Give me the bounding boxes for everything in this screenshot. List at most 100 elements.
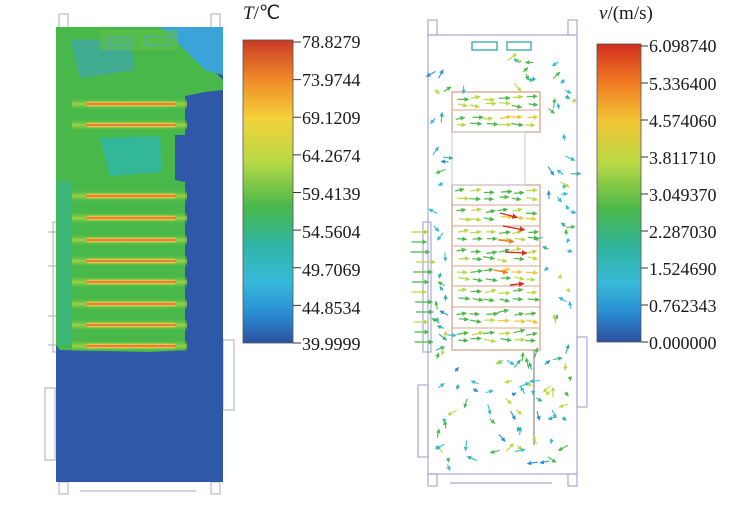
velocity-arrow [457,236,468,242]
velocity-arrow [570,209,577,215]
velocity-arrow [565,287,571,293]
fan-vents-velocity [471,41,532,51]
velocity-arrow [470,229,482,235]
velocity-arrow [507,53,517,61]
velocity-arrow [443,252,448,262]
velocity-arrow [432,146,439,156]
velocity-arrow [535,397,543,402]
velocity-arrow [504,379,513,384]
temperature-legend: T/℃ 78.8279 73.9744 69.1209 64.2674 59.4… [242,3,361,354]
velocity-arrow [547,166,555,176]
velocity-arrow [512,94,524,100]
velocity-arrow [511,104,523,109]
temperature-title-unit: /℃ [254,3,281,24]
velocity-arrow [520,386,526,395]
velocity-arrow [556,196,563,203]
temperature-tick-label: 78.8279 [302,32,361,52]
velocity-arrow [526,382,535,388]
velocity-arrow [483,216,495,222]
velocity-arrow [498,95,511,101]
temperature-tick-label: 73.9744 [302,70,361,90]
velocity-arrow [567,376,573,382]
velocity-arrow [567,248,573,254]
heater-fin [86,279,176,285]
velocity-arrow [526,460,538,466]
velocity-arrow [498,237,511,243]
velocity-arrow [524,73,530,81]
temperature-tick-label: 54.5604 [302,222,361,242]
temperature-tick-label: 59.4139 [302,184,361,204]
velocity-arrow [493,269,509,275]
velocity-arrow [486,311,499,317]
velocity-arrow [458,338,469,343]
velocity-arrow [525,187,538,193]
velocity-arrow [518,382,530,388]
velocity-arrow [438,69,444,79]
velocity-arrow [565,344,570,354]
velocity-arrow [439,285,444,292]
velocity-arrow [469,121,483,127]
velocity-arrow [525,216,537,222]
velocity-arrow [455,115,466,121]
heater-fin [86,258,176,264]
heater-fin [86,122,176,128]
velocity-arrow [565,94,571,99]
velocity-arrow [456,311,467,317]
velocity-arrow [499,114,512,120]
velocity-arrow [513,58,520,64]
velocity-arrow [558,444,569,452]
velocity-arrow [455,384,461,391]
velocity-arrow [551,61,559,67]
velocity-arrow [443,330,448,338]
velocity-arrow [556,169,564,176]
velocity-arrow [436,232,444,241]
velocity-arrow [499,298,511,303]
velocity-arrow [497,308,509,314]
temperature-tick-label: 44.8534 [302,298,361,318]
velocity-tick-label: 4.574060 [649,111,717,131]
velocity-arrow [499,212,518,219]
velocity-arrow [544,359,551,366]
velocity-arrow [526,94,538,99]
velocity-arrow [498,230,511,235]
velocity-arrow [484,338,497,344]
fan-vents-temperature [107,36,172,46]
velocity-arrow [496,258,508,263]
velocity-legend: v/(m/s) 6.098740 5.336400 4.574060 3.811… [596,3,717,353]
velocity-arrow [469,217,482,222]
velocity-arrow [547,456,557,464]
velocity-arrow [499,100,511,106]
velocity-arrow [513,328,526,334]
velocity-arrow [489,449,500,454]
velocity-arrow [497,238,515,244]
velocity-tick-label: 5.336400 [649,74,717,94]
velocity-arrow [470,319,482,324]
velocity-arrow [536,411,541,421]
velocity-arrow [500,189,513,195]
velocity-arrow [502,225,526,232]
temperature-ticks [293,41,301,344]
velocity-arrow [517,426,523,436]
velocity-arrow [542,385,551,393]
heater-fin [86,237,176,243]
velocity-arrow [454,187,465,193]
velocity-arrow [513,359,521,368]
velocity-arrow [558,296,567,302]
velocity-arrow [454,366,459,372]
velocity-arrow [568,300,573,309]
cool-patch-mid [100,136,162,176]
velocity-arrow [486,121,499,127]
velocity-title-unit: /(m/s) [607,3,652,24]
velocity-arrow [436,428,441,438]
velocity-arrow [485,277,498,283]
velocity-arrow [458,217,471,222]
velocity-arrow [433,225,440,232]
velocity-arrow [528,361,533,370]
velocity-arrow [434,300,439,310]
velocity-arrow [512,296,524,302]
velocity-arrow [532,435,538,445]
velocity-arrow [495,359,504,365]
velocity-arrow [510,410,516,421]
velocity-arrow [458,228,469,234]
